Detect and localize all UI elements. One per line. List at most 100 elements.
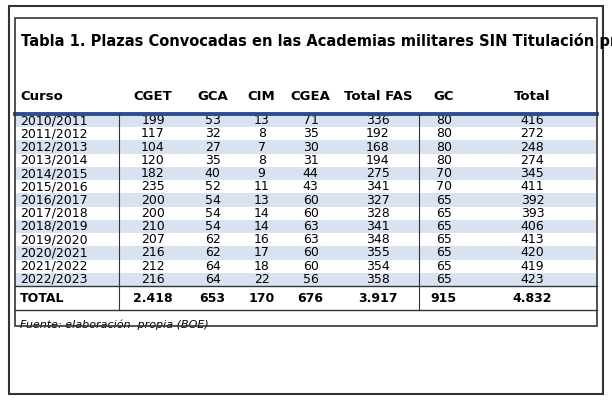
Text: 22: 22: [254, 273, 269, 286]
Bar: [15, 246, 597, 260]
Text: 676: 676: [297, 292, 324, 304]
Text: 65: 65: [436, 233, 452, 246]
Text: 192: 192: [366, 127, 390, 140]
Text: 420: 420: [521, 246, 544, 260]
Text: 248: 248: [521, 140, 544, 154]
Text: 65: 65: [436, 273, 452, 286]
Text: 30: 30: [303, 140, 318, 154]
Text: 56: 56: [303, 273, 318, 286]
Text: Fuente: elaboración  propia (BOE): Fuente: elaboración propia (BOE): [20, 320, 209, 330]
Text: 327: 327: [366, 194, 390, 206]
Text: 2019/2020: 2019/2020: [20, 233, 88, 246]
Text: 358: 358: [366, 273, 390, 286]
Text: 17: 17: [254, 246, 269, 260]
Text: 13: 13: [254, 194, 269, 206]
Text: 2012/2013: 2012/2013: [20, 140, 88, 154]
Text: 2021/2022: 2021/2022: [20, 260, 88, 273]
Text: 31: 31: [303, 154, 318, 167]
Bar: [15, 220, 597, 233]
Text: 915: 915: [431, 292, 457, 304]
Text: 235: 235: [141, 180, 165, 193]
Text: 80: 80: [436, 127, 452, 140]
Text: 348: 348: [366, 233, 390, 246]
Text: 65: 65: [436, 220, 452, 233]
Text: 16: 16: [254, 233, 269, 246]
Text: 345: 345: [521, 167, 544, 180]
Bar: [15, 127, 597, 140]
Text: 9: 9: [258, 167, 266, 180]
Text: 64: 64: [205, 273, 220, 286]
Text: 3.917: 3.917: [358, 292, 398, 304]
Text: 35: 35: [303, 127, 318, 140]
Bar: [15, 260, 597, 273]
Bar: [15, 273, 597, 286]
Text: 70: 70: [436, 167, 452, 180]
Text: 419: 419: [521, 260, 544, 273]
Text: 200: 200: [141, 207, 165, 220]
Text: 7: 7: [258, 140, 266, 154]
Text: 216: 216: [141, 246, 165, 260]
Text: 341: 341: [366, 180, 390, 193]
Text: 52: 52: [205, 180, 220, 193]
Bar: [15, 233, 597, 246]
Text: 200: 200: [141, 194, 165, 206]
Text: CIM: CIM: [248, 90, 275, 104]
Text: 2010/2011: 2010/2011: [20, 114, 88, 127]
Text: 63: 63: [303, 233, 318, 246]
Text: Total FAS: Total FAS: [343, 90, 412, 104]
Text: 2017/2018: 2017/2018: [20, 207, 88, 220]
Text: 80: 80: [436, 114, 452, 127]
Text: 336: 336: [366, 114, 390, 127]
Text: 71: 71: [303, 114, 318, 127]
Text: 32: 32: [205, 127, 220, 140]
Text: 104: 104: [141, 140, 165, 154]
Bar: [15, 140, 597, 154]
Text: 355: 355: [366, 246, 390, 260]
Bar: [15, 114, 597, 127]
Text: 60: 60: [303, 246, 318, 260]
Text: 216: 216: [141, 273, 165, 286]
Text: 43: 43: [303, 180, 318, 193]
Text: 35: 35: [205, 154, 220, 167]
Text: 194: 194: [366, 154, 390, 167]
Text: 392: 392: [521, 194, 544, 206]
Text: 393: 393: [521, 207, 544, 220]
Text: 2020/2021: 2020/2021: [20, 246, 88, 260]
Text: 2016/2017: 2016/2017: [20, 194, 88, 206]
Text: 207: 207: [141, 233, 165, 246]
Text: CGET: CGET: [133, 90, 173, 104]
Text: 2.418: 2.418: [133, 292, 173, 304]
Text: 2011/2012: 2011/2012: [20, 127, 88, 140]
Text: 8: 8: [258, 154, 266, 167]
Text: 54: 54: [205, 194, 220, 206]
Text: 65: 65: [436, 260, 452, 273]
Text: 341: 341: [366, 220, 390, 233]
Text: 2022/2023: 2022/2023: [20, 273, 88, 286]
Text: GCA: GCA: [197, 90, 228, 104]
Text: 168: 168: [366, 140, 390, 154]
Text: 70: 70: [436, 180, 452, 193]
Text: Tabla 1. Plazas Convocadas en las Academias militares SIN Titulación previa: Tabla 1. Plazas Convocadas en las Academ…: [21, 33, 612, 49]
Text: 423: 423: [521, 273, 544, 286]
Text: Curso: Curso: [20, 90, 63, 104]
Bar: [15, 180, 597, 193]
Text: 27: 27: [205, 140, 220, 154]
Bar: [15, 207, 597, 220]
Text: 64: 64: [205, 260, 220, 273]
Text: 62: 62: [205, 233, 220, 246]
Text: CGEA: CGEA: [291, 90, 330, 104]
Text: 2014/2015: 2014/2015: [20, 167, 88, 180]
Text: 65: 65: [436, 207, 452, 220]
Text: 53: 53: [205, 114, 220, 127]
Text: 60: 60: [303, 260, 318, 273]
Text: 406: 406: [521, 220, 544, 233]
Text: 2013/2014: 2013/2014: [20, 154, 88, 167]
Text: 80: 80: [436, 140, 452, 154]
Text: 212: 212: [141, 260, 165, 273]
Text: 354: 354: [366, 260, 390, 273]
Text: 40: 40: [205, 167, 220, 180]
Bar: [15, 154, 597, 167]
Text: 13: 13: [254, 114, 269, 127]
Text: GC: GC: [433, 90, 454, 104]
Text: TOTAL: TOTAL: [20, 292, 65, 304]
